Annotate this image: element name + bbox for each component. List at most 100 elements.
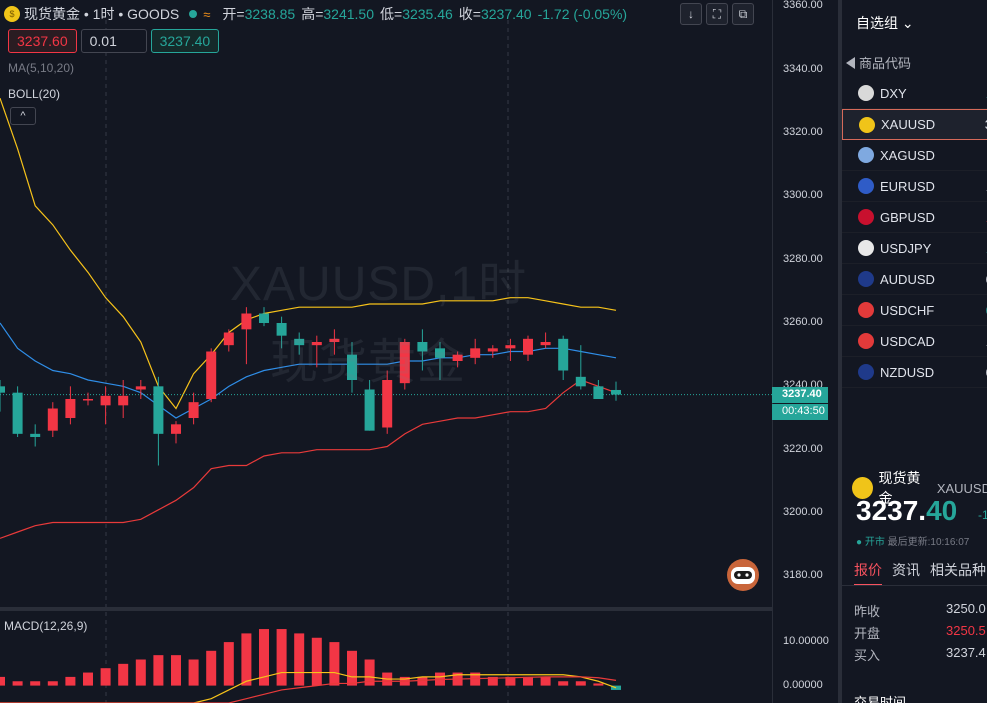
watchlist: DXY 1 XAUUSD 3 XAGUSD EURUSD 1 GBPUSD 1 USDJPY 1 AU… [842,78,987,388]
tab-0[interactable]: 报价 [854,560,882,586]
market-status: ● 开市 最后更新:10:16:07 [856,537,970,548]
chart-toolbar: ↓ ⛶ ⧉ [680,3,754,25]
candle-body [47,408,58,431]
quote-label: 买入 [854,648,881,663]
candle-body [12,392,23,434]
watchlist-item-audusd[interactable]: AUDUSD 0 [842,264,987,295]
macd-indicator-label[interactable]: MACD(12,26,9) [4,619,88,633]
close-value: 3237.40 [480,6,532,22]
candle-body [364,389,375,431]
market-open-dot-icon [189,10,198,18]
macd-histogram-bar [329,642,340,686]
quote-value: 3250.5 [946,623,986,638]
download-button[interactable]: ↓ [680,3,702,25]
price-tick-label: 3340.00 [783,62,823,75]
symbol-card: 现货黄金 XAUUSD [852,468,987,508]
price-axis[interactable]: 3340.00 3320.00 3300.00 3280.00 3260.00 3240.… [772,0,838,608]
quantity-input[interactable]: 0.01 [80,29,147,53]
macd-histogram-bar [259,629,269,686]
open-label: 开= [222,6,245,22]
watchlist-item-xagusd[interactable]: XAGUSD [842,140,987,171]
candle-body [206,351,217,399]
macd-histogram-bar [30,681,41,686]
ma-indicator-label[interactable]: MA(5,10,20) [8,61,75,75]
sell-button[interactable]: 3237.60 [8,29,77,53]
chart-area[interactable]: XAUUSD,1时 现货黄金 $ 现货黄金 • 1时 • GOODS ≈ 开= 3… [0,0,838,703]
close-label: 收= [458,6,481,22]
buy-button[interactable]: 3237.40 [150,29,220,53]
candle-body [523,338,533,355]
flag-icon [858,333,874,349]
macd-histogram-bar [83,672,93,686]
watchlist-symbol: USDCHF [880,302,935,318]
candle-body [171,424,181,434]
watchlist-item-xauusd[interactable]: XAUUSD 3 [842,109,987,140]
candle-body [118,395,129,406]
candle-body [311,342,322,346]
current-price-tag: 3237.40 [772,386,828,403]
macd-histogram-bar [294,633,305,686]
watchlist-item-dxy[interactable]: DXY 1 [842,78,987,109]
flag-icon [858,209,874,225]
macd-histogram-bar [153,655,164,686]
watchlist-value: 0 [986,365,987,380]
flag-icon [859,116,875,133]
candle-body [188,402,199,418]
gold-coin-icon: $ [4,6,20,22]
candle-body [294,338,305,346]
tab-2[interactable]: 相关品种 [930,562,986,578]
candle-body [30,433,41,437]
macd-histogram-bar [505,676,516,686]
flag-icon [858,271,874,287]
watchlist-symbol: XAGUSD [880,147,935,163]
watchlist-title[interactable]: 自选组 ⌄ [856,15,914,31]
watchlist-item-gbpusd[interactable]: GBPUSD 1 [842,202,987,233]
wave-icon: ≈ [203,6,211,22]
macd-histogram-bar [100,668,111,686]
macd-histogram-bar [171,655,181,686]
flag-icon [858,364,874,380]
chart-canvas[interactable] [0,0,772,703]
quote-row: 买入 3237.4 [854,645,987,664]
watchlist-item-usdcad[interactable]: USDCAD 1 [842,326,987,357]
high-label: 高= [301,6,324,22]
candle-body [65,399,76,418]
candle-body [347,354,357,380]
candle-body [382,380,393,428]
macd-tick-label: 10.00000 [783,635,829,648]
candle-body [276,323,287,336]
candle-body [487,348,498,352]
macd-histogram-bar [276,629,287,686]
boll-indicator-label[interactable]: BOLL(20) [8,87,61,101]
assistant-robot-icon[interactable] [724,558,762,592]
detail-tabs: 报价 资讯 相关品种 [854,560,986,586]
flag-icon [858,147,874,163]
quote-value: 3250.0 [946,601,986,616]
column-label: 商品代码 [859,56,912,71]
flag-icon [858,240,874,256]
macd-histogram-bar [558,681,569,686]
candle-body [593,386,604,399]
macd-axis[interactable]: 10.00000 0.00000 [772,608,838,703]
macd-histogram-bar [65,676,76,686]
candle-body [435,348,445,358]
price-tick-label: 3300.00 [783,189,823,202]
candle-body [540,342,551,346]
macd-histogram-bar [135,659,146,686]
trading-hours-heading: 交易时间 [854,695,907,703]
price-tick-label: 3260.00 [783,316,823,328]
collapse-indicators-button[interactable]: ^ [10,107,36,125]
watchlist-item-eurusd[interactable]: EURUSD 1 [842,171,987,202]
fullscreen-button[interactable]: ⛶ [706,3,728,25]
quote-row: 昨收 3250.0 [854,601,987,620]
quote-row: 开盘 3250.5 [854,623,987,642]
chart-title[interactable]: 现货黄金 • 1时 • GOODS [24,6,180,22]
watchlist-item-usdjpy[interactable]: USDJPY 1 [842,233,987,264]
watchlist-item-usdchf[interactable]: USDCHF 0 [842,295,987,326]
right-panel: 自选组 ⌄ 商品代码 DXY1XAUUSD3 XAGUSD EURUSD1GBPUS… [838,0,987,703]
watchlist-value: 1 [986,179,987,194]
screenshot-button[interactable]: ⧉ [732,3,754,25]
watermark-symbol: XAUUSD,1时 [230,258,528,311]
watchlist-item-nzdusd[interactable]: NZDUSD 0 [842,357,987,388]
tab-1[interactable]: 资讯 [892,562,920,578]
